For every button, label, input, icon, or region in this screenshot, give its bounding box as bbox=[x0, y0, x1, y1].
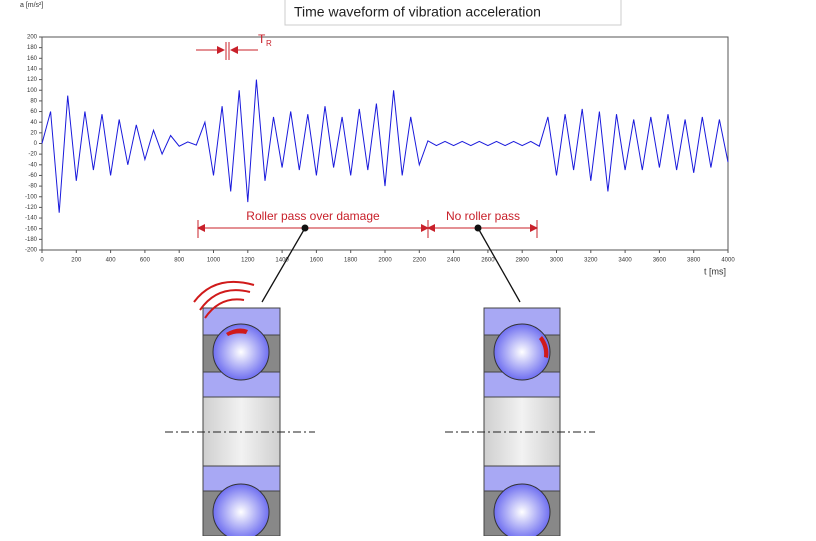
y-tick-label: -140 bbox=[25, 216, 38, 222]
x-tick-label: 600 bbox=[140, 258, 151, 264]
x-tick-label: 2200 bbox=[413, 258, 427, 264]
x-tick-label: 3000 bbox=[550, 258, 564, 264]
y-tick-label: -100 bbox=[25, 194, 38, 200]
y-tick-label: 100 bbox=[27, 88, 38, 94]
x-axis-label: t [ms] bbox=[704, 266, 726, 276]
y-tick-label: 180 bbox=[27, 45, 38, 51]
x-tick-label: 2600 bbox=[481, 258, 495, 264]
pointer-dot bbox=[474, 224, 482, 232]
y-tick-label: 60 bbox=[30, 109, 37, 115]
x-tick-label: 2800 bbox=[516, 258, 530, 264]
no-pass-label: No roller pass bbox=[446, 209, 520, 223]
y-tick-label: -40 bbox=[28, 162, 37, 168]
y-tick-label: 80 bbox=[30, 98, 37, 104]
x-tick-label: 0 bbox=[40, 258, 44, 264]
waveform bbox=[41, 79, 729, 213]
plot-frame bbox=[41, 36, 729, 251]
y-axis-label: a [m/s²] bbox=[20, 2, 43, 9]
y-tick-label: 0 bbox=[34, 141, 38, 147]
x-tick-label: 3200 bbox=[584, 258, 598, 264]
y-tick-label: 200 bbox=[27, 35, 38, 41]
x-tick-label: 1200 bbox=[241, 258, 255, 264]
pointer-dot bbox=[301, 224, 309, 232]
y-tick-label: -160 bbox=[25, 226, 38, 232]
y-tick-label: -200 bbox=[25, 248, 38, 254]
y-tick-label: 120 bbox=[27, 77, 38, 83]
x-tick-label: 200 bbox=[71, 258, 82, 264]
x-tick-label: 1800 bbox=[344, 258, 358, 264]
y-tick-label: 140 bbox=[27, 67, 38, 73]
period-subscript: R bbox=[266, 39, 272, 48]
plot: -200-180-160-140-120-100-80-60-40-200204… bbox=[25, 35, 735, 264]
damage-label: Roller pass over damage bbox=[246, 209, 380, 223]
y-tick-label: -60 bbox=[28, 173, 37, 179]
x-tick-label: 400 bbox=[106, 258, 117, 264]
x-tick-label: 2400 bbox=[447, 258, 461, 264]
title-box bbox=[284, 0, 622, 26]
pointer bbox=[477, 227, 521, 303]
x-tick-label: 1600 bbox=[310, 258, 324, 264]
period-label: T bbox=[258, 32, 266, 46]
pointer bbox=[261, 227, 306, 303]
y-tick-label: 20 bbox=[30, 130, 37, 136]
chart-title: Time waveform of vibration acceleration bbox=[294, 4, 541, 20]
y-tick-label: -80 bbox=[28, 184, 37, 190]
x-tick-label: 2000 bbox=[378, 258, 392, 264]
x-tick-label: 3800 bbox=[687, 258, 701, 264]
bearing-left bbox=[193, 281, 281, 541]
x-tick-label: 800 bbox=[174, 258, 185, 264]
x-tick-label: 3600 bbox=[653, 258, 667, 264]
bearing-right bbox=[483, 307, 561, 541]
x-tick-label: 1400 bbox=[275, 258, 289, 264]
y-tick-label: 160 bbox=[27, 56, 38, 62]
y-tick-label: -180 bbox=[25, 237, 38, 243]
y-tick-label: 40 bbox=[30, 120, 37, 126]
x-tick-label: 3400 bbox=[618, 258, 632, 264]
y-tick-label: -120 bbox=[25, 205, 38, 211]
x-tick-label: 1000 bbox=[207, 258, 221, 264]
x-tick-label: 4000 bbox=[721, 258, 735, 264]
y-tick-label: -20 bbox=[28, 152, 37, 158]
